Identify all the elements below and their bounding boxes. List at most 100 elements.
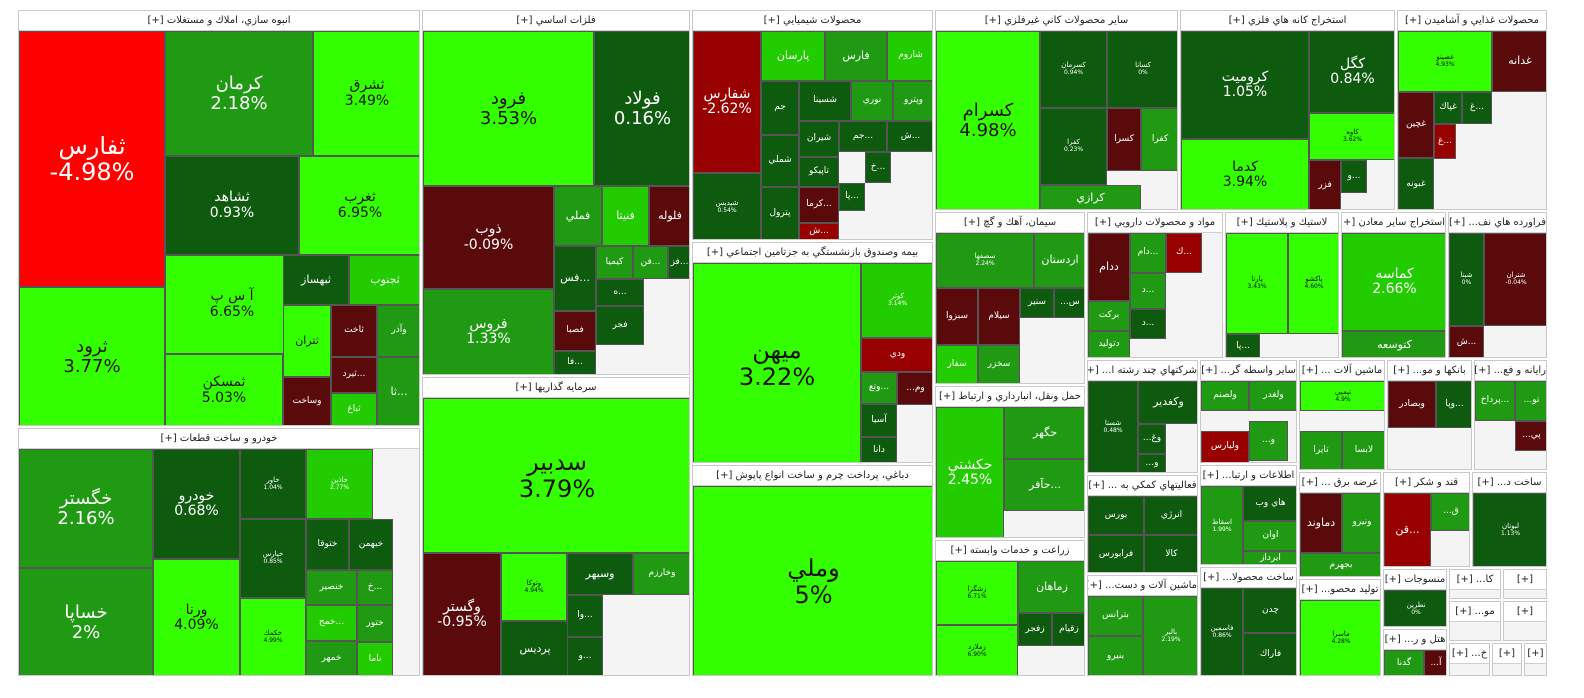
treemap-tile[interactable]: تاپيكو <box>799 157 839 187</box>
treemap-tile[interactable]: انرژي <box>1144 496 1197 535</box>
treemap-tile[interactable]: تايرا <box>1300 431 1342 469</box>
treemap-tile[interactable]: وليارس <box>1201 431 1249 462</box>
treemap-tile[interactable]: فزر <box>1309 160 1341 209</box>
treemap-tile[interactable]: شپديس 0.54% <box>693 173 761 239</box>
treemap-tile[interactable]: ختوقا <box>306 519 349 570</box>
treemap-tile[interactable]: وخارزم <box>633 553 689 595</box>
sector-title[interactable]: هتل و ر... [+] <box>1384 630 1446 650</box>
treemap-tile[interactable]: پرداخ... <box>1475 381 1515 421</box>
sector-title[interactable]: شركتهاي چند رشته ا... [+] <box>1088 361 1197 381</box>
treemap-tile[interactable]: آ س پ 6.65% <box>165 255 299 354</box>
treemap-tile[interactable]: وساخت <box>283 377 331 425</box>
treemap-tile[interactable]: ...وغ <box>1138 424 1166 454</box>
treemap-tile[interactable]: كتوسعه <box>1342 331 1445 357</box>
treemap-tile[interactable]: بجهرم <box>1300 553 1380 576</box>
treemap-tile[interactable]: سدبير 3.79% <box>423 398 689 553</box>
treemap-tile[interactable]: كاوه 3.62% <box>1309 113 1394 160</box>
treemap-tile[interactable]: جم... <box>839 121 887 152</box>
treemap-tile[interactable]: كسرا <box>1107 108 1141 171</box>
treemap-tile[interactable]: اردستان <box>1034 233 1084 288</box>
treemap-tile[interactable]: ك... <box>1166 233 1202 273</box>
sector-title[interactable]: منسوجات [+] <box>1384 570 1446 590</box>
treemap-tile[interactable]: سنير <box>1020 288 1054 318</box>
treemap-tile[interactable]: و... <box>567 637 603 675</box>
treemap-tile[interactable]: پا... <box>1226 334 1260 357</box>
treemap-tile[interactable]: كالا <box>1144 535 1197 572</box>
treemap-tile[interactable]: ثتران <box>283 305 331 377</box>
sector-title[interactable]: ساير محصولات كاني غيرفلزي [+] <box>936 11 1177 31</box>
treemap-tile[interactable]: ونيرو <box>1342 493 1380 553</box>
treemap-tile[interactable]: فارس <box>825 31 887 81</box>
treemap-tile[interactable]: بنيرو <box>1088 636 1143 675</box>
treemap-tile[interactable]: ...و <box>1249 421 1288 461</box>
treemap-tile[interactable]: فن... <box>633 246 668 279</box>
sector-title[interactable]: حمل ونقل، انبارداري و ارتباط [+] <box>936 387 1084 407</box>
treemap-tile[interactable]: لابسا <box>1342 431 1384 469</box>
treemap-tile[interactable]: پترول <box>761 187 799 239</box>
treemap-tile[interactable]: سخزر <box>978 345 1020 383</box>
treemap-tile[interactable]: ودي <box>861 338 932 372</box>
treemap-tile[interactable]: خ... <box>865 152 891 183</box>
treemap-tile[interactable]: فروس 1.33% <box>423 289 554 374</box>
treemap-tile[interactable]: ثرود 3.77% <box>19 287 165 425</box>
treemap-tile[interactable]: ثمسكن 5.03% <box>165 354 283 425</box>
sector-title[interactable]: فراورده هاي نف... [+] <box>1449 213 1546 233</box>
treemap-tile[interactable]: شستا 0.48% <box>1088 381 1138 472</box>
treemap-tile[interactable]: شيران <box>799 121 839 157</box>
treemap-tile[interactable]: كفرا <box>1141 108 1177 171</box>
treemap-tile[interactable]: ش... <box>887 121 932 152</box>
treemap-tile[interactable]: غچين <box>1398 92 1434 158</box>
treemap-tile[interactable]: گدنا <box>1384 650 1424 675</box>
treemap-tile[interactable]: بالبر 2.19% <box>1143 596 1197 675</box>
treemap-tile[interactable]: ثيرد... <box>331 357 377 393</box>
treemap-tile[interactable]: نطرين 0% <box>1384 590 1446 626</box>
treemap-tile[interactable]: حآفر... <box>1004 459 1084 511</box>
treemap-tile[interactable]: دانا <box>861 437 897 462</box>
treemap-tile[interactable]: ناما <box>357 642 393 675</box>
treemap-tile[interactable]: ثجنوب <box>349 255 419 305</box>
treemap-tile[interactable]: ولصنم <box>1201 381 1249 411</box>
treemap-tile[interactable]: د... <box>1130 273 1166 309</box>
treemap-tile[interactable]: پرديس <box>501 621 569 675</box>
treemap-tile[interactable]: لبوتان 1.13% <box>1473 493 1546 566</box>
sector-title[interactable]: استخراج ساير معادن [+] <box>1342 213 1445 233</box>
treemap-tile[interactable]: خساپا 2% <box>19 568 153 675</box>
treemap-tile[interactable]: خمهر <box>306 641 357 675</box>
treemap-tile[interactable]: اوان <box>1243 521 1296 551</box>
treemap-tile[interactable]: ثبهساز <box>283 255 349 305</box>
sector-title[interactable]: توليد محصو... [+] <box>1300 580 1380 600</box>
treemap-tile[interactable]: غبونه <box>1398 158 1434 209</box>
treemap-tile[interactable]: سيلام <box>978 288 1020 345</box>
treemap-tile[interactable]: وبصادر <box>1388 381 1436 428</box>
treemap-tile[interactable]: وسبهر <box>567 553 633 595</box>
treemap-tile[interactable]: غدانه <box>1492 31 1546 92</box>
treemap-tile[interactable]: ماسرا 4.28% <box>1300 600 1380 675</box>
treemap-tile[interactable]: خپارس 0.85% <box>240 519 306 598</box>
treemap-tile[interactable]: خمح... <box>306 605 357 641</box>
treemap-tile[interactable]: وپترو <box>893 81 932 121</box>
sector-title[interactable]: فعاليتهاي كمكي به ... [+] <box>1088 476 1197 496</box>
treemap-tile[interactable]: اسقاط 1.99% <box>1201 486 1243 564</box>
treemap-tile[interactable]: ثاخت <box>331 305 377 357</box>
treemap-tile[interactable]: كروميت 1.05% <box>1181 31 1309 139</box>
sector-title[interactable]: محصولات شيميايي [+] <box>693 11 932 31</box>
sector-title[interactable]: زراعت و خدمات وابسته [+] <box>936 541 1084 561</box>
treemap-tile[interactable]: جم <box>761 81 799 135</box>
sector-title[interactable]: سرمايه گذاريها [+] <box>423 378 689 398</box>
treemap-tile[interactable]: وآذر <box>377 305 419 357</box>
treemap-tile[interactable]: زفجر <box>1018 613 1052 646</box>
treemap-tile[interactable]: غ... <box>1462 92 1492 124</box>
treemap-tile[interactable]: پارسان <box>761 31 825 81</box>
treemap-tile[interactable]: غ... <box>1434 124 1456 159</box>
treemap-tile[interactable]: كيميا <box>596 246 633 279</box>
treemap-tile[interactable]: برکت <box>1088 301 1130 331</box>
sector-title[interactable]: خ... [+] <box>1450 644 1489 664</box>
sector-title[interactable]: انبوه سازي، املاك و مستغلات [+] <box>19 11 419 31</box>
sector-title[interactable]: قند و شكر [+] <box>1384 473 1469 493</box>
treemap-tile[interactable]: ورنا 4.09% <box>153 559 240 675</box>
treemap-tile[interactable]: قن... <box>1384 493 1431 566</box>
treemap-tile[interactable]: فاسمين 0.86% <box>1201 588 1243 675</box>
treemap-tile[interactable]: كسرام 4.98% <box>936 31 1040 209</box>
treemap-tile[interactable]: پارتا 3.43% <box>1226 233 1288 334</box>
treemap-tile[interactable]: ولغدر <box>1249 381 1296 411</box>
